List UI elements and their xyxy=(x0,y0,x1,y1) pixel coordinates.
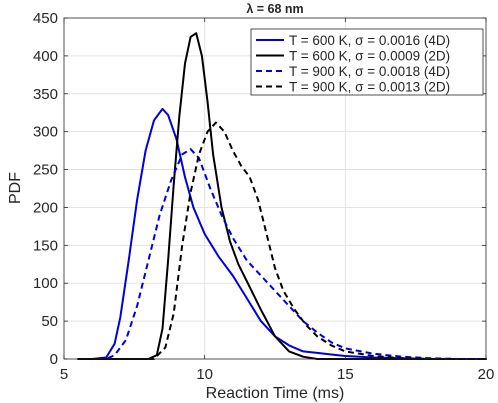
y-tick-label: 50 xyxy=(41,313,58,330)
y-tick-label: 400 xyxy=(33,48,58,65)
legend-label-3: T = 900 K, σ = 0.0018 (4D) xyxy=(289,64,450,79)
grid xyxy=(64,18,486,359)
legend-label-1: T = 600 K, σ = 0.0016 (4D) xyxy=(289,33,450,48)
y-tick-label: 200 xyxy=(33,199,58,216)
series-line-4 xyxy=(78,121,486,360)
x-tick-label: 5 xyxy=(60,366,68,383)
y-tick-label: 150 xyxy=(33,237,58,254)
legend-label-4: T = 900 K, σ = 0.0013 (2D) xyxy=(289,80,450,95)
y-tick-label: 250 xyxy=(33,162,58,179)
y-axis-label: PDF xyxy=(7,172,24,204)
x-axis-label: Reaction Time (ms) xyxy=(206,385,345,402)
chart-title: λ = 68 nm xyxy=(246,2,303,16)
series-line-2 xyxy=(77,32,487,360)
series-layer xyxy=(77,32,487,360)
x-tick-label: 15 xyxy=(337,366,354,383)
y-tick-label: 450 xyxy=(33,10,58,27)
legend: T = 600 K, σ = 0.0016 (4D)T = 600 K, σ =… xyxy=(250,28,484,96)
y-tick-label: 100 xyxy=(33,275,58,292)
y-tick-label: 350 xyxy=(33,86,58,103)
x-tick-label: 10 xyxy=(196,366,213,383)
legend-label-2: T = 600 K, σ = 0.0009 (2D) xyxy=(289,49,450,64)
legend-box xyxy=(250,28,484,96)
y-tick-label: 300 xyxy=(33,124,58,141)
series-line-1 xyxy=(77,107,487,360)
y-tick-label: 0 xyxy=(50,351,58,368)
x-tick-label: 20 xyxy=(478,366,495,383)
axes-frame xyxy=(63,17,487,360)
